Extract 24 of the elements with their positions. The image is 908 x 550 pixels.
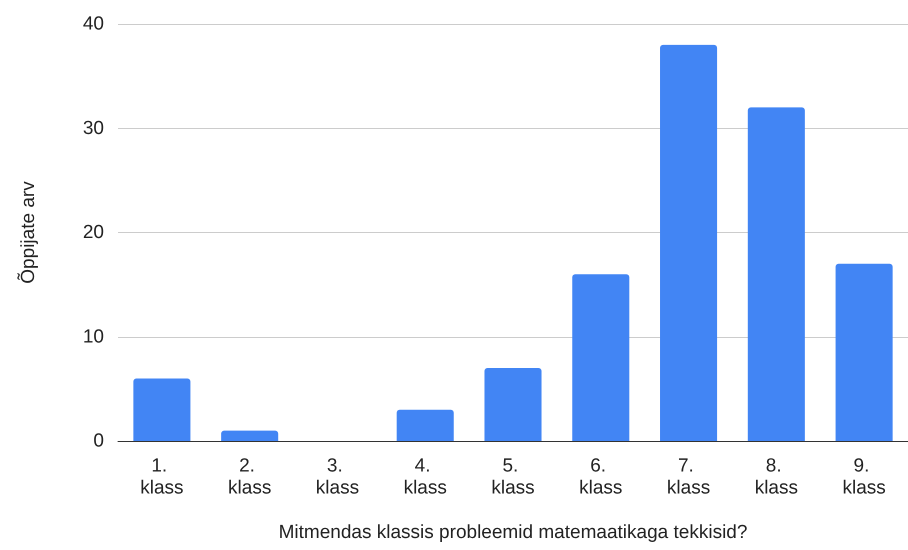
bar — [133, 378, 190, 441]
y-tick-label: 40 — [82, 14, 104, 34]
bar — [396, 410, 454, 441]
y-tick-label: 30 — [82, 118, 104, 139]
bar — [660, 44, 718, 441]
bar — [221, 430, 278, 441]
y-tick-label: 20 — [82, 222, 104, 243]
bar — [484, 368, 542, 441]
x-tick-label: 2. klass — [228, 456, 272, 498]
bar — [572, 274, 630, 441]
x-tick-label: 4. klass — [404, 456, 447, 498]
x-axis-title: Mitmendas klassis probleemid matemaatikaga tekkisid? — [278, 522, 748, 543]
y-tick-label: 10 — [82, 326, 104, 348]
x-tick-label: 8. klass — [754, 456, 798, 498]
x-tick-label: 3. klass — [316, 456, 360, 498]
x-tick-label: 7. klass — [666, 456, 710, 498]
x-tick-label: 1. klass — [140, 456, 184, 498]
bar — [748, 107, 805, 441]
x-tick-label: 5. klass — [491, 456, 535, 498]
y-axis-title: Õppijate arv — [17, 180, 39, 284]
bar — [836, 264, 893, 441]
x-tick-label: 9. klass — [842, 456, 886, 498]
x-tick-label: 6. klass — [579, 456, 622, 498]
y-tick-label: 0 — [93, 430, 104, 452]
